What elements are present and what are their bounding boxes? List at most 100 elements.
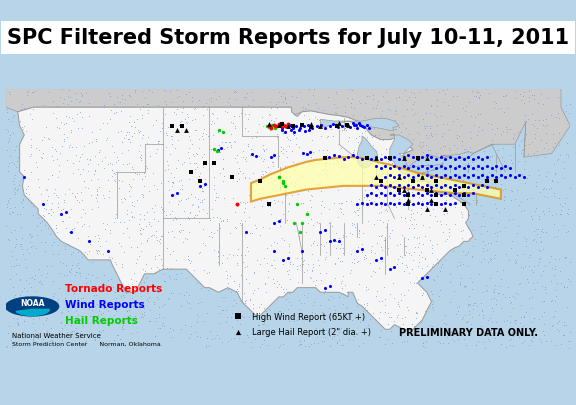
Point xyxy=(43,197,52,203)
Point xyxy=(421,143,430,149)
Point xyxy=(169,217,178,223)
Point xyxy=(366,123,376,129)
Point xyxy=(275,90,284,96)
Point xyxy=(156,241,165,247)
Point xyxy=(467,89,476,95)
Point xyxy=(60,97,69,103)
Point xyxy=(427,323,437,330)
Point xyxy=(116,219,125,226)
Point xyxy=(443,334,452,340)
Point xyxy=(543,194,552,200)
Point xyxy=(38,320,47,327)
Point xyxy=(536,239,545,245)
Point xyxy=(176,227,185,233)
Point xyxy=(215,320,224,326)
Point xyxy=(233,286,242,292)
Point xyxy=(361,284,370,291)
Point xyxy=(270,266,279,272)
Point xyxy=(143,141,152,147)
Point xyxy=(385,166,395,172)
Point xyxy=(132,171,142,177)
Point xyxy=(133,288,142,294)
Point xyxy=(113,332,123,339)
Point xyxy=(188,202,197,209)
Point xyxy=(508,293,517,299)
Point xyxy=(230,114,239,120)
Point xyxy=(37,218,47,224)
Point xyxy=(382,99,392,105)
Point xyxy=(324,296,333,303)
Point xyxy=(487,172,496,179)
Point xyxy=(11,144,20,150)
Point xyxy=(93,161,103,168)
Point xyxy=(530,328,540,335)
Point xyxy=(128,281,137,287)
Point xyxy=(362,156,372,162)
Point xyxy=(234,176,244,183)
Point xyxy=(285,259,294,265)
Point xyxy=(69,328,78,334)
Point xyxy=(3,117,12,124)
Point xyxy=(94,283,103,290)
Point xyxy=(412,157,422,163)
Point xyxy=(294,233,304,239)
Point xyxy=(377,122,386,128)
Point xyxy=(476,323,485,329)
Point xyxy=(523,151,532,158)
Point xyxy=(397,297,406,303)
Point xyxy=(332,157,341,164)
Point xyxy=(314,262,323,269)
Point xyxy=(404,288,413,294)
Point xyxy=(299,108,308,115)
Point xyxy=(180,235,190,242)
Point xyxy=(230,90,239,96)
Point xyxy=(285,243,294,249)
Point xyxy=(539,309,548,315)
Point xyxy=(381,296,390,302)
Point xyxy=(555,130,564,136)
Point xyxy=(520,158,529,165)
Point xyxy=(331,151,340,158)
Point xyxy=(81,91,90,97)
Point xyxy=(150,253,160,260)
Point xyxy=(7,337,16,343)
Point xyxy=(171,111,180,118)
Point xyxy=(51,147,60,153)
Point xyxy=(31,327,40,334)
Point xyxy=(293,256,302,262)
Point xyxy=(149,216,158,223)
Point xyxy=(238,171,248,177)
Point xyxy=(426,182,435,189)
Point xyxy=(388,340,397,347)
Point xyxy=(98,288,108,294)
Point xyxy=(62,329,71,335)
Point xyxy=(55,168,64,175)
Point xyxy=(520,166,529,173)
Point xyxy=(286,138,295,144)
Point xyxy=(551,211,560,217)
Point xyxy=(455,153,464,160)
Point xyxy=(135,149,144,155)
Point xyxy=(285,299,294,306)
Point xyxy=(10,113,19,119)
Point xyxy=(260,147,269,153)
Point xyxy=(232,179,241,185)
Point xyxy=(486,257,495,263)
Point xyxy=(377,258,386,265)
Point xyxy=(17,224,26,231)
Point xyxy=(456,158,465,164)
Point xyxy=(418,340,427,347)
Point xyxy=(422,166,431,172)
Point xyxy=(236,220,245,227)
Point xyxy=(565,279,574,285)
Point xyxy=(553,326,562,332)
Point xyxy=(525,94,534,101)
Point xyxy=(491,205,501,211)
Point xyxy=(36,278,45,285)
Point xyxy=(366,247,376,254)
Point xyxy=(431,200,441,206)
Point xyxy=(122,225,131,232)
Point xyxy=(433,256,442,262)
Point xyxy=(452,171,461,177)
Point xyxy=(429,261,438,267)
